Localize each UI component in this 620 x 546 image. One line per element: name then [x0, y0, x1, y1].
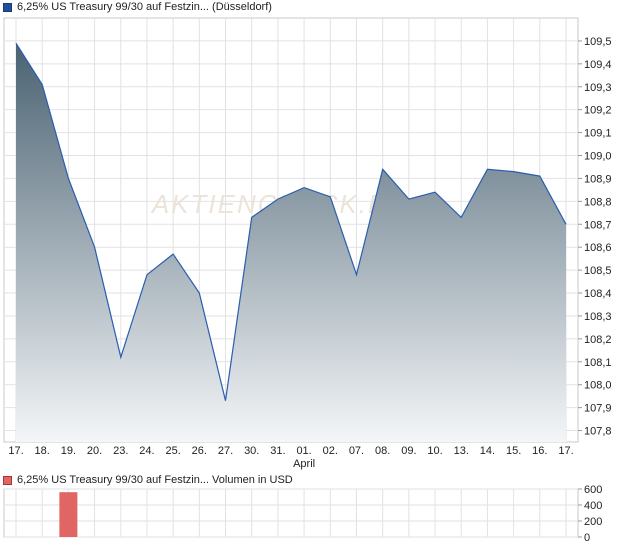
price-series-line: [15, 42, 567, 401]
date-tick-label: 13.: [454, 445, 469, 457]
volume-legend-label: 6,25% US Treasury 99/30 auf Festzin... V…: [17, 474, 293, 486]
price-ytick-label: 108,6: [584, 242, 612, 254]
price-ytick-label: 109,3: [584, 82, 612, 94]
volume-ytick-label: 200: [584, 516, 602, 528]
volume-bar: [59, 492, 78, 537]
price-area-fill: [16, 43, 566, 442]
price-ytick-label: 109,4: [584, 59, 612, 71]
price-ytick-label: 109,5: [584, 36, 612, 48]
price-ytick-label: 107,8: [584, 426, 612, 438]
date-tick-label: 10.: [427, 445, 442, 457]
date-tick-label: 08.: [375, 445, 390, 457]
date-tick-label: 27.: [218, 445, 233, 457]
price-ytick-label: 109,0: [584, 151, 612, 163]
date-tick-label: 20.: [87, 445, 102, 457]
date-tick-label: 23.: [113, 445, 128, 457]
price-ytick-label: 108,4: [584, 288, 612, 300]
volume-plot-area: [3, 488, 579, 538]
volume-ytick-label: 600: [584, 484, 602, 496]
date-tick-label: 02.: [323, 445, 338, 457]
date-tick-label: 15.: [506, 445, 521, 457]
price-ytick-label: 108,3: [584, 311, 612, 323]
volume-series-swatch: [3, 475, 12, 485]
price-ytick-label: 109,1: [584, 128, 612, 140]
date-tick-label: 26.: [192, 445, 207, 457]
price-ytick-label: 108,7: [584, 219, 612, 231]
price-ytick-label: 108,2: [584, 334, 612, 346]
date-tick-label: 30.: [244, 445, 259, 457]
price-legend: 6,25% US Treasury 99/30 auf Festzin... (…: [3, 0, 272, 14]
volume-legend: 6,25% US Treasury 99/30 auf Festzin... V…: [3, 473, 293, 487]
date-tick-label: 01.: [296, 445, 311, 457]
price-series-swatch: [3, 2, 12, 12]
price-ytick-label: 107,9: [584, 403, 612, 415]
price-ytick-label: 108,9: [584, 173, 612, 185]
date-tick-label: 18.: [35, 445, 50, 457]
price-ytick-label: 108,8: [584, 196, 612, 208]
price-ytick-label: 108,1: [584, 357, 612, 369]
volume-ytick-label: 0: [584, 532, 590, 544]
price-legend-label: 6,25% US Treasury 99/30 auf Festzin... (…: [17, 1, 272, 13]
date-tick-label: 17.: [558, 445, 573, 457]
price-ytick-label: 108,5: [584, 265, 612, 277]
date-tick-label: 17.: [8, 445, 23, 457]
volume-ytick-label: 400: [584, 500, 602, 512]
month-label: April: [293, 458, 315, 470]
date-tick-label: 07.: [349, 445, 364, 457]
date-tick-label: 19.: [61, 445, 76, 457]
date-tick-label: 09.: [401, 445, 416, 457]
price-ytick-label: 108,0: [584, 380, 612, 392]
price-ytick-label: 109,2: [584, 105, 612, 117]
date-tick-label: 24.: [139, 445, 154, 457]
date-tick-label: 14.: [480, 445, 495, 457]
date-tick-label: 16.: [532, 445, 547, 457]
date-tick-label: 31.: [270, 445, 285, 457]
date-tick-label: 25.: [165, 445, 180, 457]
